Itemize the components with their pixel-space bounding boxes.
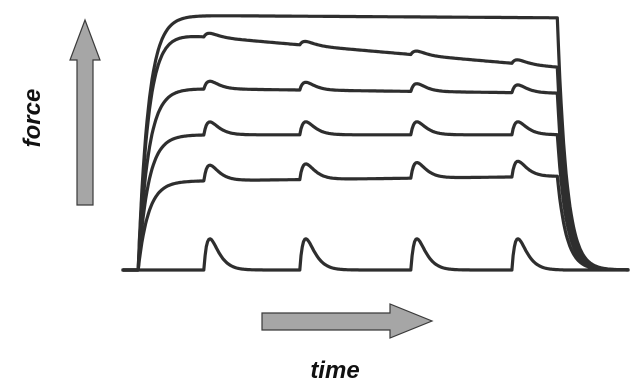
- force-trace-5: [121, 31, 630, 272]
- force-trace-3: [121, 120, 630, 272]
- force-trace-1: [121, 237, 630, 272]
- force-trace-6: [121, 14, 630, 272]
- force-trace-2: [121, 159, 630, 272]
- force-traces: [121, 14, 630, 272]
- time-axis-arrow: [261, 303, 434, 339]
- force-trace-4: [121, 79, 630, 272]
- x-axis-label: time: [310, 357, 359, 384]
- force-axis-arrow: [69, 18, 101, 206]
- y-axis-label: force: [19, 89, 46, 148]
